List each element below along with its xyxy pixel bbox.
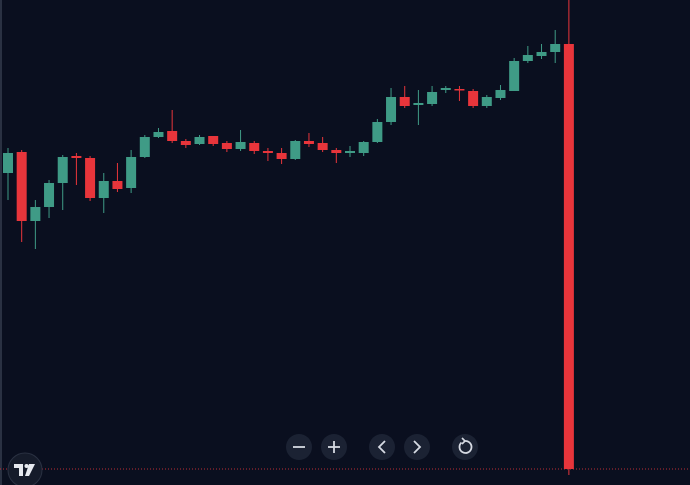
- candle-body: [153, 132, 164, 137]
- candle-body: [276, 153, 287, 159]
- candle-body: [180, 141, 191, 145]
- candle-body: [372, 122, 383, 142]
- candle-body: [440, 88, 451, 90]
- candle-body: [413, 103, 424, 105]
- candle-body: [30, 207, 41, 221]
- logo[interactable]: [7, 452, 43, 485]
- candle-body: [331, 150, 342, 153]
- zoom-in-button[interactable]: [321, 434, 347, 460]
- candle-body: [16, 152, 27, 221]
- reset-button[interactable]: [452, 434, 478, 460]
- candle-body: [536, 52, 547, 56]
- candle-body: [522, 55, 533, 61]
- candle-body: [550, 44, 561, 52]
- candle-body: [399, 97, 410, 106]
- candle-body: [468, 91, 479, 106]
- candle-body: [112, 181, 123, 189]
- candle-body: [345, 151, 355, 153]
- candle-body: [481, 97, 492, 106]
- candle-body: [358, 142, 369, 153]
- candle-body: [221, 143, 232, 149]
- zoom-out-button[interactable]: [286, 434, 312, 460]
- candle-body: [98, 181, 109, 198]
- candle-body: [386, 97, 397, 122]
- scroll-right-button[interactable]: [404, 434, 430, 460]
- candle-body: [495, 90, 506, 98]
- candle-body: [194, 137, 205, 144]
- plot-area: [0, 0, 690, 475]
- candle-body: [71, 156, 82, 158]
- candle-body: [167, 131, 178, 141]
- candle-body: [3, 153, 13, 173]
- candle-body: [85, 158, 96, 198]
- candle-body: [454, 89, 465, 91]
- candle-body: [126, 157, 137, 188]
- candle-body: [317, 143, 328, 150]
- candle-body: [249, 143, 260, 151]
- candle-body: [208, 136, 219, 144]
- scroll-left-button[interactable]: [369, 434, 395, 460]
- candle-body: [427, 92, 438, 104]
- candle-body: [44, 183, 55, 207]
- candle-body: [235, 142, 246, 149]
- candle-body: [57, 157, 68, 183]
- candle-body: [139, 137, 150, 157]
- candle-body: [563, 44, 574, 469]
- candle-body: [262, 151, 273, 153]
- candle-body: [509, 61, 520, 91]
- candle-body: [290, 141, 301, 159]
- candle-body: [303, 141, 314, 144]
